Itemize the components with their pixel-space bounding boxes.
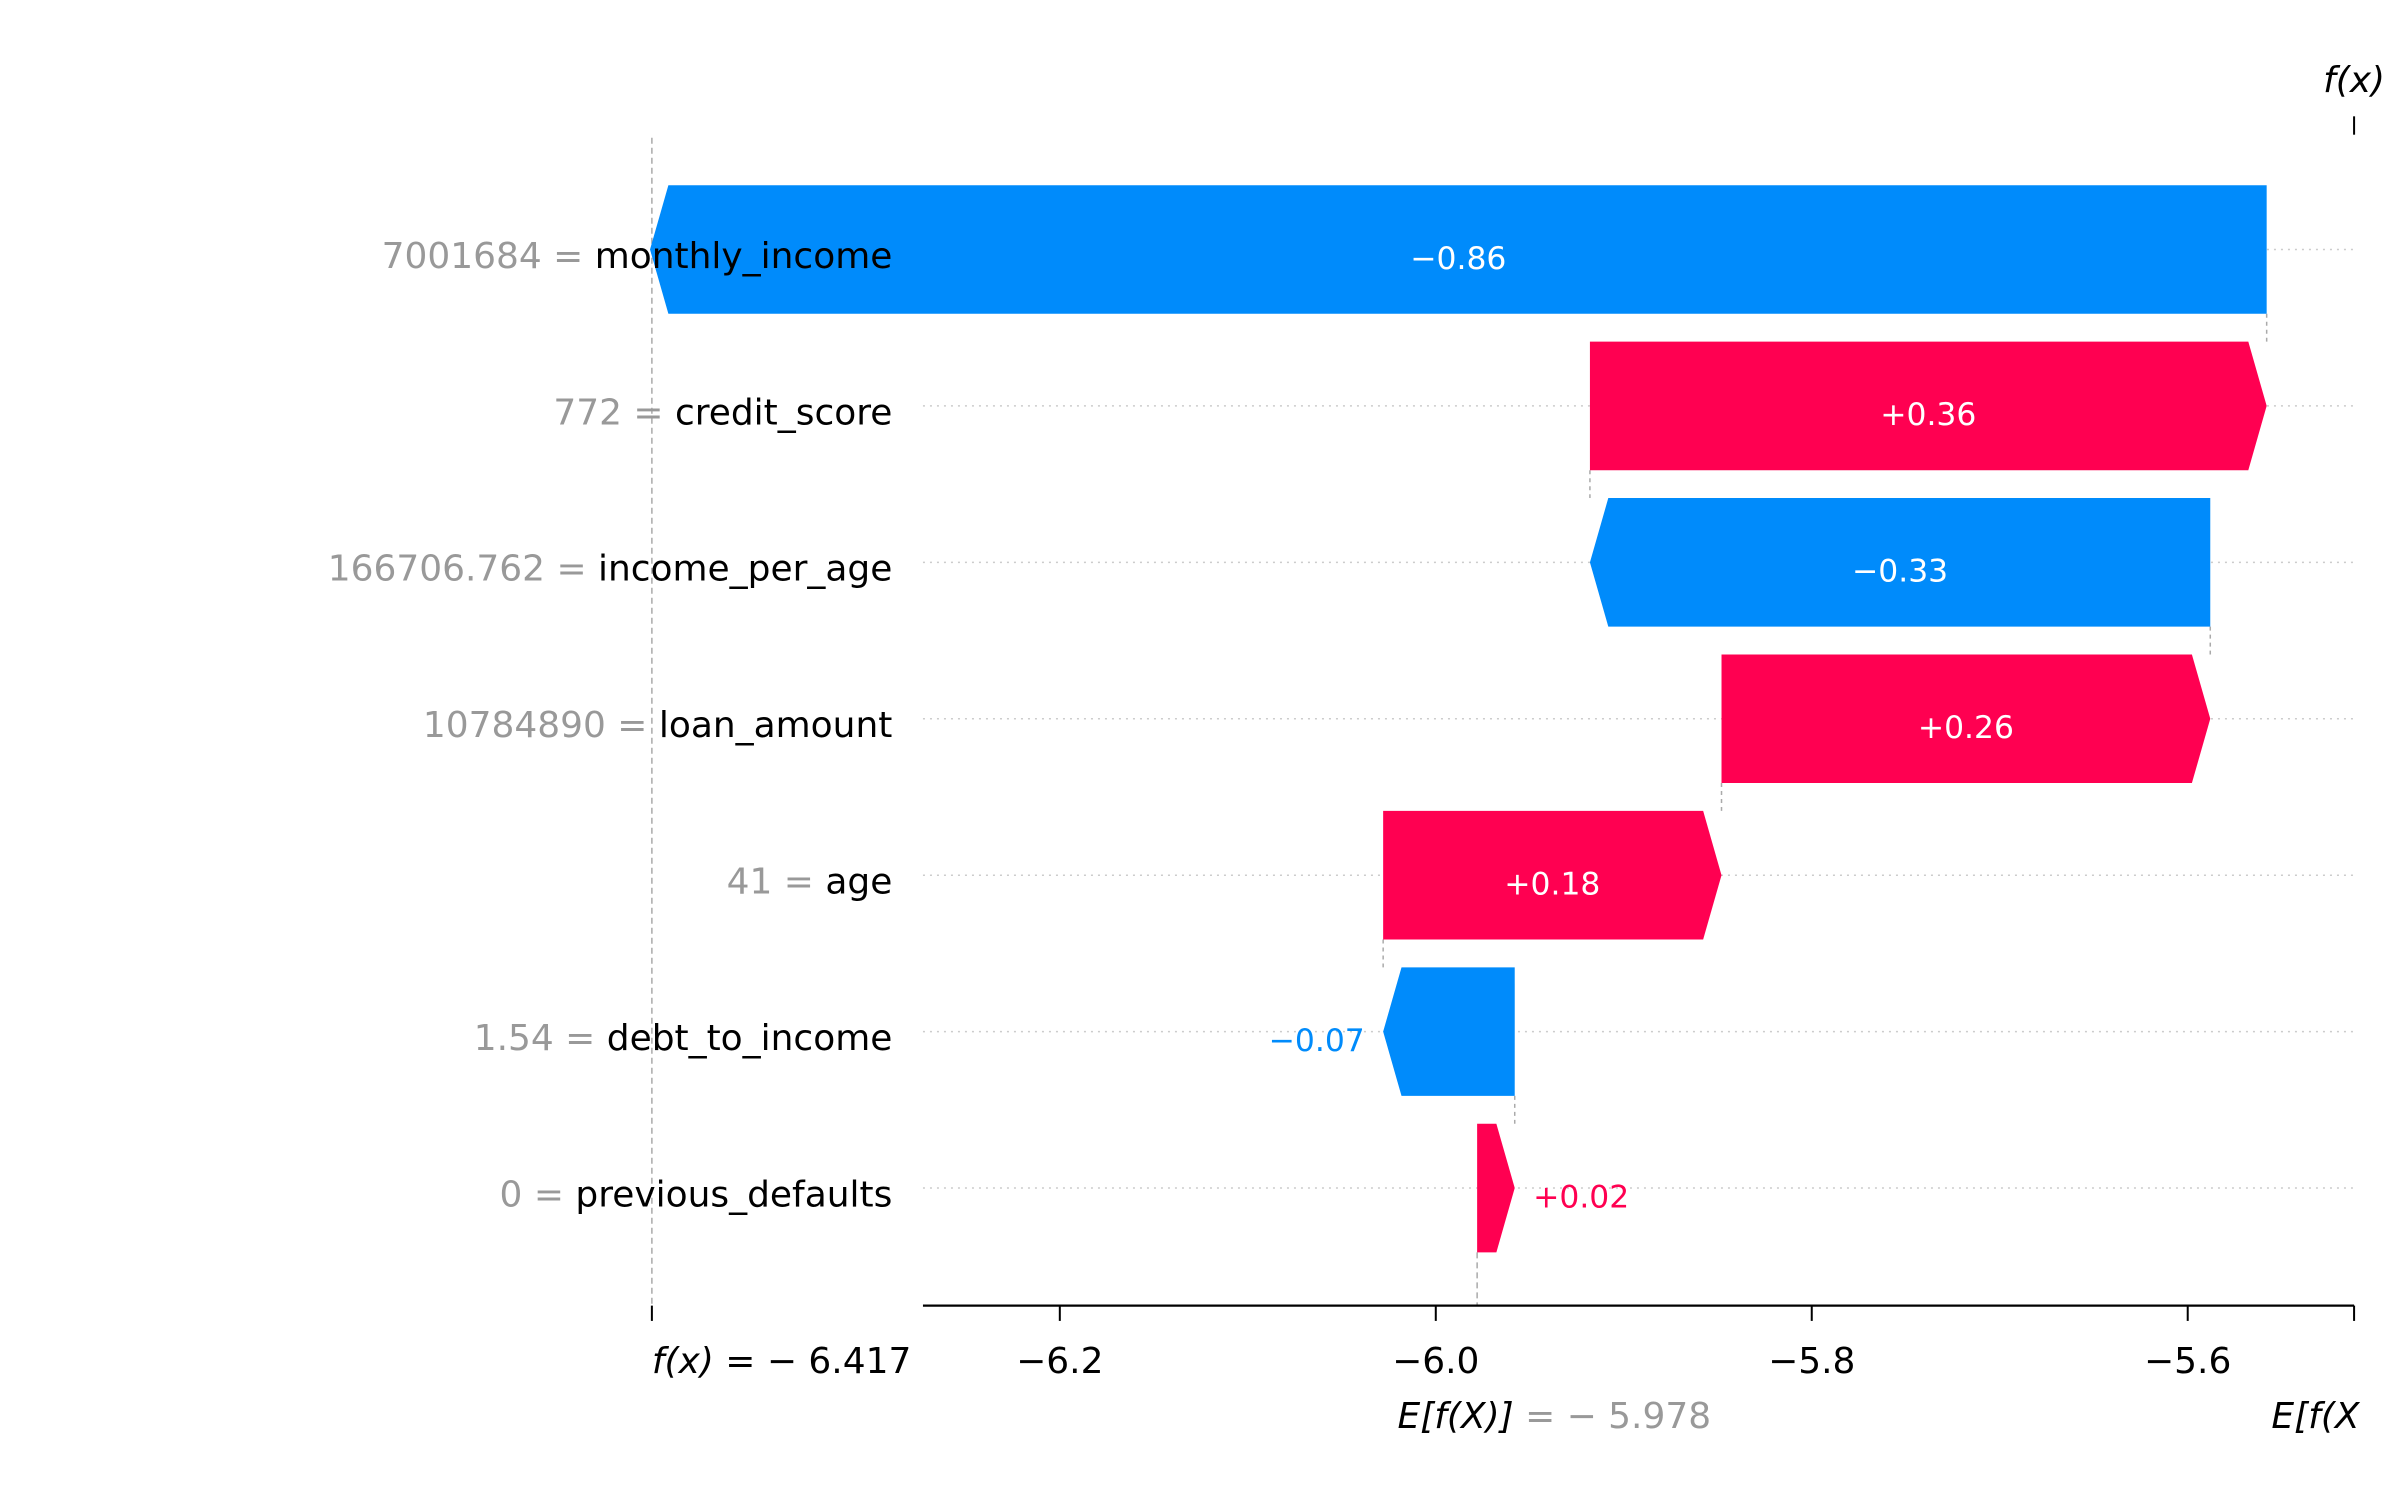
base-label-value: = − 5.978 — [1525, 1396, 1711, 1437]
feature-value: 10784890 = — [423, 705, 659, 746]
bar-monthly_income — [650, 185, 2267, 314]
feature-name: monthly_income — [595, 236, 893, 277]
feature-label-credit_score: 772 = credit_score — [553, 392, 892, 433]
x-tick-label: −6.0 — [1392, 1341, 1479, 1382]
bar-label-monthly_income: −0.86 — [1410, 241, 1506, 277]
feature-label-debt_to_income: 1.54 = debt_to_income — [474, 1018, 893, 1059]
output-label-text: f(x) — [652, 1341, 725, 1382]
feature-labels: 7001684 = monthly_income 772 = credit_sco… — [328, 236, 893, 1216]
base-value-label: E[f(X)] = − 5.978 — [1398, 1396, 1712, 1437]
output-value-label: f(x) = − 6.417 — [652, 1341, 911, 1382]
bar-age — [1383, 810, 1722, 940]
feature-name: previous_defaults — [575, 1174, 892, 1215]
bar-credit_score — [1589, 341, 2267, 471]
bottom-right-base-label: E[f(X — [2271, 1396, 2360, 1437]
bar-label-age: +0.18 — [1504, 866, 1600, 902]
feature-value: 0 = — [500, 1174, 576, 1215]
feature-label-loan_amount: 10784890 = loan_amount — [423, 705, 893, 746]
feature-name: loan_amount — [659, 705, 893, 746]
top-output-label: f(x) — [2323, 60, 2385, 101]
feature-label-previous_defaults: 0 = previous_defaults — [500, 1174, 893, 1215]
bar-label-previous_defaults: +0.02 — [1533, 1179, 1629, 1215]
feature-name: debt_to_income — [607, 1018, 893, 1059]
x-tick-label: −5.6 — [2144, 1341, 2231, 1382]
output-label-value: = − 6.417 — [725, 1341, 911, 1382]
reference-lines — [651, 137, 2268, 1306]
feature-label-monthly_income: 7001684 = monthly_income — [382, 236, 893, 277]
value-annotations: f(x) = − 6.417 E[f(X)] = − 5.978 f(x) E[f(X — [652, 60, 2385, 1437]
bar-label-credit_score: +0.36 — [1880, 397, 1976, 433]
feature-label-age: 41 = age — [727, 862, 893, 903]
feature-value: 7001684 = — [382, 236, 595, 277]
feature-value: 166706.762 = — [328, 549, 598, 590]
x-tick-label: −6.2 — [1016, 1341, 1103, 1382]
contribution-bars — [650, 185, 2267, 1253]
feature-value: 1.54 = — [474, 1018, 607, 1059]
bar-debt_to_income — [1383, 967, 1515, 1096]
feature-value: 41 = — [727, 862, 826, 903]
x-axis: −6.2 −6.0 −5.8 −5.6 — [650, 1304, 2356, 1382]
feature-name: age — [825, 862, 892, 903]
base-label-text: E[f(X)] — [1398, 1396, 1526, 1437]
feature-label-income_per_age: 166706.762 = income_per_age — [328, 549, 893, 590]
feature-name: credit_score — [675, 392, 892, 433]
contribution-labels: −0.86 +0.36 −0.33 +0.26 +0.18 −0.07 +0.02 — [1269, 241, 2014, 1216]
bar-income_per_age — [1589, 498, 2211, 627]
bar-label-loan_amount: +0.26 — [1918, 710, 2014, 746]
bar-loan_amount — [1721, 654, 2211, 784]
x-tick-label: −5.8 — [1768, 1341, 1855, 1382]
bar-label-debt_to_income: −0.07 — [1269, 1023, 1365, 1059]
feature-value: 772 = — [553, 392, 675, 433]
feature-name: income_per_age — [598, 549, 892, 590]
bar-label-income_per_age: −0.33 — [1852, 554, 1948, 590]
bar-previous_defaults — [1477, 1123, 1515, 1253]
